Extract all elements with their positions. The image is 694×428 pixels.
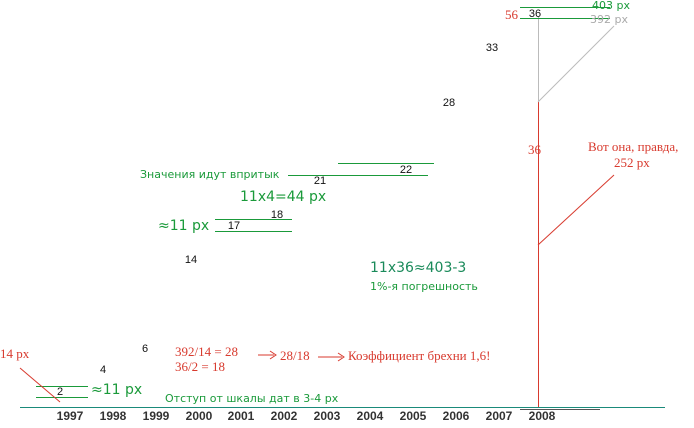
annotation: 392 px xyxy=(590,13,628,26)
annotation: ≈11 px xyxy=(91,382,142,398)
annotation: 1%-я погрешность xyxy=(370,280,478,293)
annotation: ≈11 px xyxy=(158,218,209,234)
value-label: 6 xyxy=(142,343,148,355)
red-pointer xyxy=(537,174,615,246)
annotation: 36 xyxy=(528,142,542,157)
value-label: 21 xyxy=(314,175,326,187)
year: 2008 xyxy=(529,409,556,423)
value-label: 14 xyxy=(185,254,197,266)
year: 2006 xyxy=(443,409,470,423)
year: 2002 xyxy=(271,409,298,423)
value-label: 33 xyxy=(486,42,498,54)
value-label: 4 xyxy=(100,364,106,376)
value-label: 2 xyxy=(57,386,63,398)
year: 2003 xyxy=(314,409,341,423)
year: 1998 xyxy=(100,409,127,423)
value-label: 22 xyxy=(400,164,412,176)
year: 2000 xyxy=(186,409,213,423)
annotation: 56 xyxy=(505,7,519,22)
year: 1997 xyxy=(57,409,84,423)
value-label: 18 xyxy=(271,209,283,221)
annotation: 14 px xyxy=(0,346,30,361)
year: 2007 xyxy=(486,409,513,423)
annotation: 36/2 = 18 xyxy=(175,359,225,374)
year: 2005 xyxy=(400,409,427,423)
value-label: 17 xyxy=(228,220,240,232)
grey-pointer xyxy=(537,25,615,103)
annotation: Вот она, правда, xyxy=(588,139,678,154)
year: 1999 xyxy=(143,409,170,423)
year: 2001 xyxy=(228,409,255,423)
value-label: 36 xyxy=(529,8,541,20)
annotation: 28/18 xyxy=(280,348,310,363)
arrow-head xyxy=(337,352,345,362)
arrow-head xyxy=(269,350,277,360)
year: 2004 xyxy=(357,409,384,423)
year-labels: 1997 1998 1999 2000 2001 2002 2003 2004 … xyxy=(57,409,556,423)
annotation: 11x4=44 px xyxy=(240,189,326,205)
annotation: 252 px xyxy=(614,155,650,170)
red-pointer xyxy=(19,367,61,403)
annotation: Отступ от шкалы дат в 3-4 px xyxy=(165,392,339,405)
value-label: 28 xyxy=(443,97,455,109)
annotation: 392/14 = 28 xyxy=(175,344,238,359)
annotation: 403 px xyxy=(592,0,630,12)
annotation: Коэффициент брехни 1,6! xyxy=(348,348,490,363)
value-labels: 2 4 6 14 17 18 21 22 28 33 36 xyxy=(57,8,541,398)
annotation: Значения идут впритык xyxy=(140,168,280,181)
annotation: 11x36≈403-3 xyxy=(370,260,466,276)
